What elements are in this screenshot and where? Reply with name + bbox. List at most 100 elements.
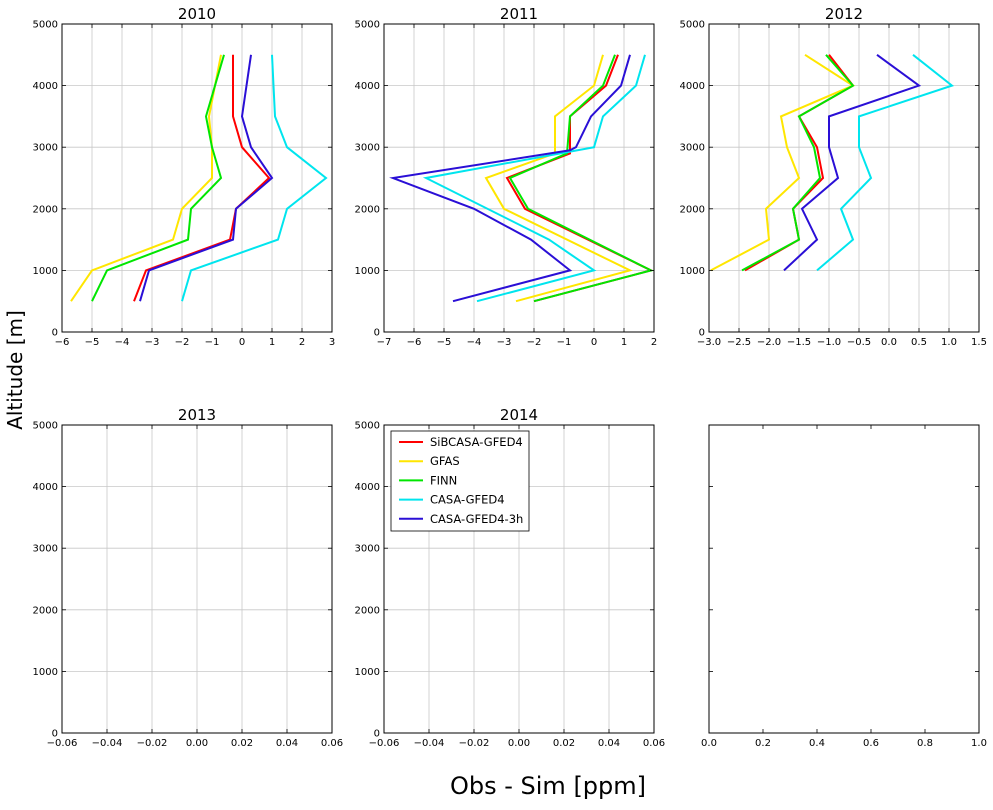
y-tick-label: 3000	[33, 143, 58, 154]
subplot-title: 2012	[825, 5, 863, 23]
x-tick-label: −0.06	[369, 738, 400, 749]
figure-xlabel: Obs - Sim [ppm]	[450, 772, 646, 800]
y-tick-label: 4000	[355, 81, 380, 92]
x-tick-label: −1.5	[787, 337, 811, 348]
y-tick-label: 2000	[680, 204, 705, 215]
x-tick-label: −2.5	[727, 337, 751, 348]
y-tick-label: 4000	[355, 482, 380, 493]
x-tick-label: 1.0	[971, 738, 987, 749]
series-line-CASA-GFED4	[422, 54, 646, 303]
y-tick-label: 2000	[33, 605, 58, 616]
y-tick-label: 5000	[33, 421, 58, 432]
x-tick-label: −0.5	[847, 337, 871, 348]
subplot-title: 2014	[500, 406, 538, 424]
subplot-title: 2011	[500, 5, 538, 23]
axes-frame	[61, 23, 333, 333]
y-tick-label: 3000	[355, 143, 380, 154]
y-tick-label: 0	[52, 328, 58, 339]
x-tick-label: 1	[621, 337, 627, 348]
x-tick-label: 0.04	[276, 738, 298, 749]
x-tick-label: 0.02	[231, 738, 253, 749]
x-tick-label: 0.04	[598, 738, 620, 749]
x-tick-label: −0.02	[459, 738, 490, 749]
y-tick-label: 0	[52, 729, 58, 740]
x-tick-label: −2	[527, 337, 542, 348]
y-tick-label: 3000	[355, 544, 380, 555]
x-tick-label: 0.8	[917, 738, 933, 749]
x-tick-label: −0.02	[137, 738, 168, 749]
x-tick-label: −6	[55, 337, 70, 348]
x-tick-label: −6	[407, 337, 422, 348]
x-tick-label: −3	[497, 337, 512, 348]
x-tick-label: −7	[377, 337, 392, 348]
x-tick-label: −3	[145, 337, 160, 348]
series-line-CASA-GFED4-3h	[139, 54, 274, 302]
series-line-GFAS	[484, 54, 633, 303]
x-tick-label: −3.0	[697, 337, 721, 348]
y-tick-label: 2000	[355, 605, 380, 616]
x-tick-label: −0.04	[92, 738, 123, 749]
y-tick-label: 5000	[355, 421, 380, 432]
x-tick-label: 3	[329, 337, 335, 348]
x-tick-label: 2	[651, 337, 657, 348]
y-tick-label: 0	[699, 328, 705, 339]
series-line-CASA-GFED4-3h	[389, 54, 631, 303]
subplot-2013: −0.06 −0.04 −0.02 0.00 0.02 0.04 0.06 0 1000 2000…	[33, 406, 344, 749]
y-tick-label: 1000	[680, 266, 705, 277]
subplot-2014: −0.06 −0.04 −0.02 0.00 0.02 0.04 0.06 0 1000 2000…	[355, 406, 666, 749]
series-line-CASA-GFED4	[181, 54, 328, 302]
legend: SiBCASA-GFED4 GFAS FINN CASA-GFED4 CASA-GFED…	[390, 430, 530, 532]
x-tick-label: 1.5	[971, 337, 987, 348]
y-tick-label: 1000	[355, 266, 380, 277]
y-tick-label: 1000	[355, 667, 380, 678]
subplot-title: 2010	[178, 5, 216, 23]
y-tick-label: 4000	[680, 81, 705, 92]
x-tick-label: 1	[269, 337, 275, 348]
x-tick-label: −1	[557, 337, 572, 348]
x-tick-label: −0.04	[414, 738, 445, 749]
figure-ylabel: Altitude [m]	[3, 310, 27, 430]
series-line-CASA-GFED4-3h	[783, 53, 922, 272]
legend-label-GFAS: GFAS	[430, 454, 460, 468]
axes-frame	[708, 23, 980, 333]
y-tick-label: 5000	[680, 20, 705, 31]
series-line-GFAS	[710, 53, 856, 272]
x-tick-label: 0.00	[508, 738, 530, 749]
x-tick-label: 1.0	[941, 337, 957, 348]
y-tick-label: 3000	[680, 143, 705, 154]
y-tick-label: 0	[374, 729, 380, 740]
x-tick-label: −1.0	[817, 337, 841, 348]
x-tick-label: 0.06	[643, 738, 665, 749]
y-tick-label: 2000	[355, 204, 380, 215]
x-tick-label: 0	[591, 337, 597, 348]
axes-frame	[708, 424, 980, 734]
subplot-2010: −6 −5 −4 −3 −2 −1 0 1 2 3 0 1000 2000 3000 4000 5000 201…	[33, 5, 336, 348]
plot-area	[709, 425, 979, 733]
x-tick-label: 0.4	[809, 738, 825, 749]
x-tick-label: 0.0	[881, 337, 897, 348]
plot-area	[709, 24, 979, 332]
y-tick-label: 1000	[33, 667, 58, 678]
legend-label-SiBCASA-GFED4: SiBCASA-GFED4	[430, 435, 523, 449]
y-tick-label: 4000	[33, 482, 58, 493]
x-tick-label: 0.5	[911, 337, 927, 348]
y-tick-label: 2000	[33, 204, 58, 215]
y-tick-label: 5000	[355, 20, 380, 31]
x-tick-label: 0.6	[863, 738, 879, 749]
x-tick-label: 0.0	[701, 738, 717, 749]
series-line-CASA-GFED4	[816, 54, 955, 272]
series-line-FINN	[741, 54, 855, 272]
x-tick-label: −1	[205, 337, 220, 348]
x-tick-label: 2	[299, 337, 305, 348]
subplot-title: 2013	[178, 406, 216, 424]
subplot-empty: 0.0 0.2 0.4 0.6 0.8 1.0	[701, 424, 987, 749]
x-tick-label: −2	[175, 337, 190, 348]
subplot-2012: −3.0 −2.5 −2.0 −1.5 −1.0 −0.5 0.0 0.5 1.0 1.5 0 100…	[680, 5, 987, 348]
y-tick-label: 3000	[33, 544, 58, 555]
series-line-GFAS	[70, 54, 222, 302]
x-tick-label: −0.06	[47, 738, 78, 749]
x-tick-label: 0.06	[321, 738, 343, 749]
legend-label-CASA-GFED4-3h: CASA-GFED4-3h	[430, 512, 523, 526]
x-tick-label: 0.02	[553, 738, 575, 749]
series-line-FINN	[508, 54, 654, 303]
